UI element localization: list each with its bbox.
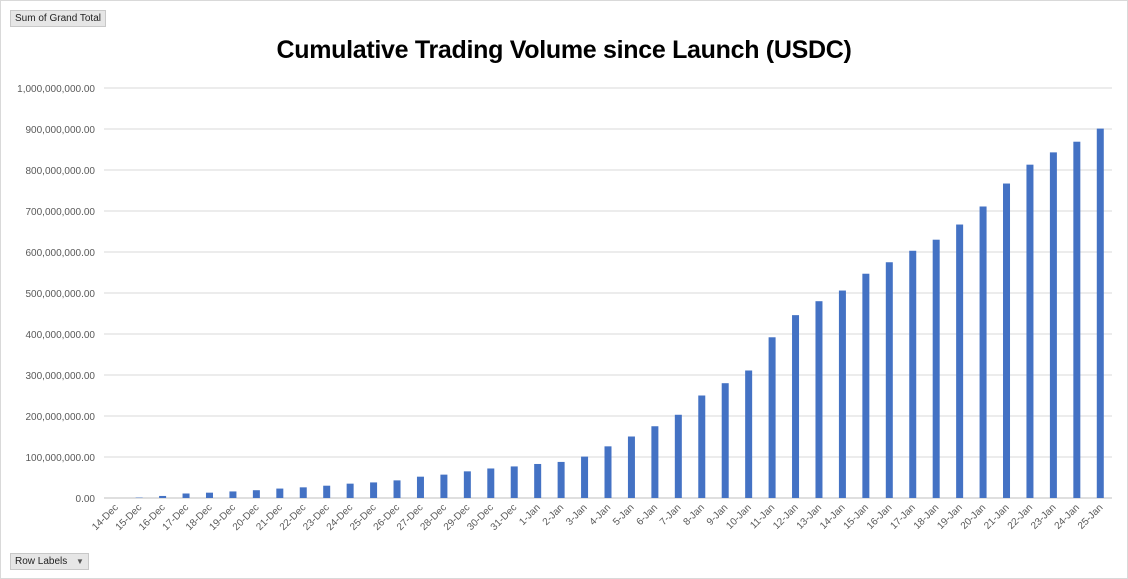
x-tick-label: 6-Jan — [635, 502, 660, 527]
bar[interactable] — [463, 471, 471, 498]
row-field-button[interactable]: Row Labels ▼ — [10, 553, 89, 570]
y-tick-label: 400,000,000.00 — [25, 330, 95, 341]
y-tick-label: 100,000,000.00 — [25, 453, 95, 464]
y-tick-label: 700,000,000.00 — [25, 207, 95, 218]
x-tick-label: 19-Jan — [935, 502, 964, 531]
bar[interactable] — [979, 206, 987, 499]
bar[interactable] — [1096, 128, 1104, 498]
bar[interactable] — [838, 290, 846, 498]
row-field-label: Row Labels — [15, 556, 68, 567]
bar[interactable] — [1003, 183, 1011, 498]
bar[interactable] — [557, 461, 565, 498]
x-tick-label: 1-Jan — [517, 502, 542, 527]
x-tick-label: 2-Jan — [541, 502, 566, 527]
x-tick-label: 21-Jan — [982, 502, 1011, 531]
bar[interactable] — [956, 224, 964, 498]
bar[interactable] — [721, 383, 729, 498]
bar[interactable] — [159, 495, 167, 498]
bar[interactable] — [416, 476, 424, 498]
x-tick-label: 8-Jan — [681, 502, 706, 527]
bar[interactable] — [252, 490, 260, 498]
bar[interactable] — [1073, 141, 1081, 498]
bar[interactable] — [346, 483, 354, 498]
bar[interactable] — [745, 370, 753, 498]
y-tick-label: 300,000,000.00 — [25, 371, 95, 382]
bar[interactable] — [581, 456, 589, 498]
bar[interactable] — [323, 485, 331, 498]
y-tick-label: 600,000,000.00 — [25, 248, 95, 259]
y-tick-label: 900,000,000.00 — [25, 125, 95, 136]
x-tick-label: 10-Jan — [724, 502, 753, 531]
y-tick-label: 1,000,000,000.00 — [17, 84, 95, 95]
x-tick-label: 7-Jan — [658, 502, 683, 527]
bar[interactable] — [885, 262, 893, 498]
x-tick-label: 25-Jan — [1076, 502, 1105, 531]
x-tick-label: 31-Dec — [489, 502, 520, 533]
x-tick-label: 18-Jan — [912, 502, 941, 531]
bar[interactable] — [182, 493, 190, 498]
x-tick-label: 23-Jan — [1029, 502, 1058, 531]
bar[interactable] — [698, 395, 706, 499]
x-tick-label: 4-Jan — [588, 502, 613, 527]
x-tick-label: 14-Jan — [818, 502, 847, 531]
bar[interactable] — [651, 426, 659, 498]
x-tick-label: 3-Jan — [564, 502, 589, 527]
bar[interactable] — [393, 480, 401, 498]
x-tick-label: 12-Jan — [771, 502, 800, 531]
bar[interactable] — [862, 273, 870, 498]
x-tick-label: 20-Jan — [959, 502, 988, 531]
bar[interactable] — [815, 301, 823, 498]
bar[interactable] — [932, 239, 940, 498]
bar[interactable] — [792, 315, 800, 498]
x-tick-label: 22-Jan — [1006, 502, 1035, 531]
y-tick-label: 200,000,000.00 — [25, 412, 95, 423]
value-field-button[interactable]: Sum of Grand Total — [10, 10, 106, 27]
x-tick-label: 13-Jan — [795, 502, 824, 531]
bar[interactable] — [440, 474, 448, 498]
bar[interactable] — [1026, 164, 1034, 499]
bar[interactable] — [487, 468, 495, 498]
bar[interactable] — [229, 491, 237, 498]
bar[interactable] — [370, 482, 378, 498]
x-tick-label: 24-Jan — [1053, 502, 1082, 531]
bar[interactable] — [534, 463, 542, 498]
x-tick-label: 5-Jan — [611, 502, 636, 527]
y-tick-label: 500,000,000.00 — [25, 289, 95, 300]
x-tick-label: 17-Jan — [888, 502, 917, 531]
bar[interactable] — [627, 436, 635, 499]
y-tick-label: 800,000,000.00 — [25, 166, 95, 177]
chart-title: Cumulative Trading Volume since Launch (… — [276, 36, 852, 64]
bar[interactable] — [674, 414, 682, 498]
bar[interactable] — [768, 337, 776, 498]
bar[interactable] — [205, 492, 213, 498]
x-tick-label: 16-Jan — [865, 502, 894, 531]
dropdown-arrow-icon[interactable]: ▼ — [76, 557, 84, 566]
bar[interactable] — [604, 446, 612, 498]
bar[interactable] — [1049, 152, 1057, 498]
bar[interactable] — [276, 488, 284, 498]
bar[interactable] — [510, 466, 518, 498]
x-tick-label: 15-Jan — [842, 502, 871, 531]
bar[interactable] — [909, 250, 917, 498]
y-tick-label: 0.00 — [76, 494, 96, 505]
bar[interactable] — [299, 487, 307, 498]
